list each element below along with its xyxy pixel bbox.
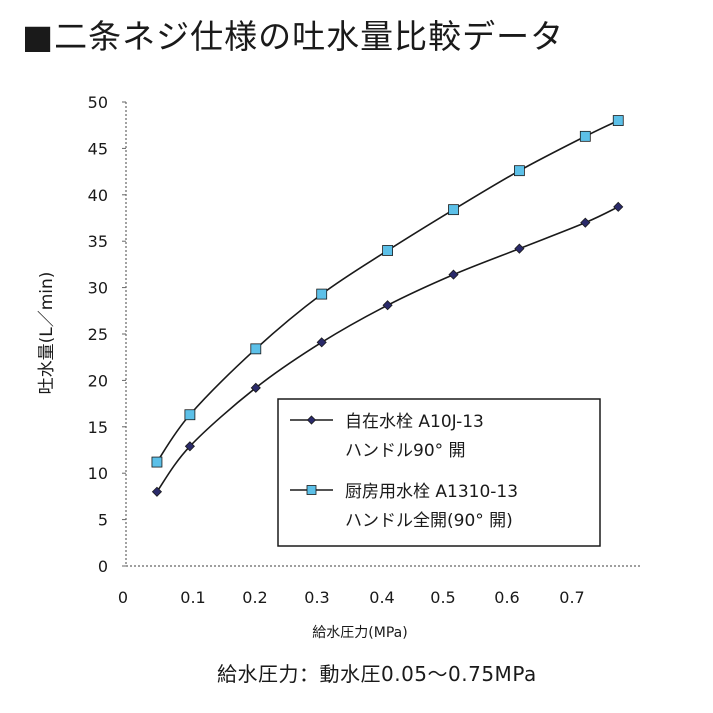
x-tick-label: 0	[118, 588, 128, 607]
data-point	[514, 243, 525, 254]
chart-legend: 自在水栓 A10J-13 ハンドル90° 開 厨房用水栓 A1310-13 ハン…	[277, 398, 601, 547]
y-tick-label: 30	[88, 279, 108, 298]
data-point	[151, 456, 163, 468]
data-point	[448, 269, 459, 280]
data-point	[580, 217, 591, 228]
x-tick-label: 0.1	[180, 588, 205, 607]
legend-label-series-2: 厨房用水栓 A1310-13	[345, 482, 518, 502]
x-tick-label: 0.7	[559, 588, 584, 607]
y-tick-label: 45	[88, 139, 108, 158]
data-point	[151, 486, 163, 497]
legend-marker-series-1	[306, 415, 317, 425]
y-tick-label: 5	[98, 511, 108, 530]
x-tick-label: 0.2	[242, 588, 267, 607]
data-point	[613, 201, 624, 212]
data-point	[382, 245, 394, 256]
data-point	[612, 115, 624, 126]
data-point	[514, 165, 525, 177]
data-point	[316, 337, 327, 348]
data-point	[448, 204, 459, 216]
y-tick-label: 20	[88, 371, 108, 390]
x-axis-label: 給水圧力(MPa)	[312, 625, 407, 641]
y-tick-label: 25	[88, 325, 108, 344]
y-tick-label: 0	[98, 557, 108, 576]
page-title: ■二条ネジ仕様の吐水量比較データ	[22, 17, 565, 56]
data-point	[250, 343, 262, 355]
x-tick-label: 0.3	[304, 588, 329, 607]
chart-series	[151, 115, 624, 497]
y-tick-label: 35	[88, 232, 108, 251]
y-tick-label: 15	[88, 418, 108, 437]
data-point	[579, 130, 591, 142]
data-point	[382, 300, 393, 311]
legend-box	[277, 398, 601, 547]
footnote: 給水圧力：動水圧0.05～0.75MPa	[217, 662, 537, 686]
legend-sublabel-series-2: ハンドル全開(90° 開)	[345, 511, 513, 531]
legend-label-series-1: 自在水栓 A10J-13	[345, 412, 484, 432]
y-tick-label: 40	[88, 186, 108, 205]
x-tick-label: 0.5	[430, 588, 455, 607]
y-tick-label: 50	[88, 93, 108, 112]
x-tick-label: 0.4	[369, 588, 394, 607]
data-point	[184, 441, 195, 452]
data-point	[250, 382, 261, 393]
data-point	[316, 288, 328, 300]
chart-ticks: 0 5 10 15 20 25 30 35 40 45 50 0 0.1 0.2 0.3 0.4 0.5 0.6 0…	[88, 93, 585, 607]
legend-marker-series-2	[306, 485, 317, 495]
data-point	[184, 409, 196, 421]
x-tick-label: 0.6	[494, 588, 519, 607]
y-tick-label: 10	[88, 464, 108, 483]
legend-sublabel-series-1: ハンドル90° 開	[345, 441, 466, 461]
y-axis-label: 吐水量(L／min)	[37, 272, 57, 395]
